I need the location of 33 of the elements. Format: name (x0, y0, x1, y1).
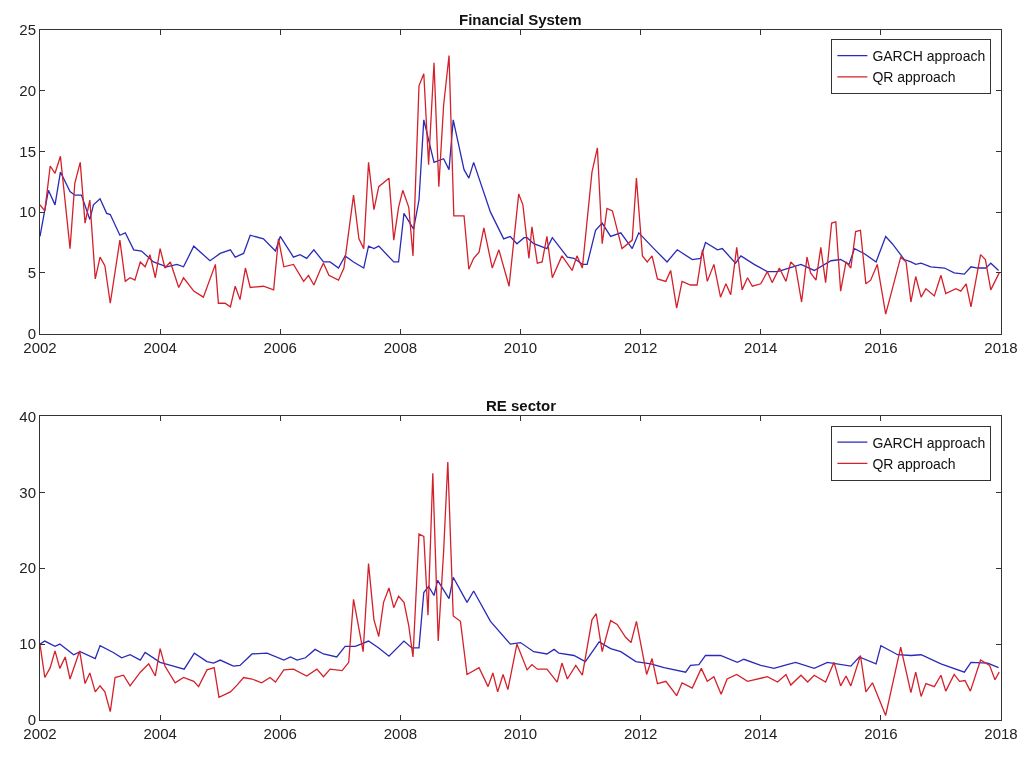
y-tick-label: 15 (19, 142, 36, 160)
x-tick-label: 2006 (263, 725, 297, 742)
y-tick-label: 40 (19, 407, 36, 425)
y-tick-label: 30 (19, 483, 36, 501)
legend-label: QR approach (872, 69, 956, 86)
x-tick-label: 2012 (623, 338, 658, 356)
legend-label: GARCH approach (872, 434, 986, 451)
x-tick-label: 2016 (864, 725, 898, 742)
legend-label: QR approach (872, 455, 956, 472)
x-tick-label: 2010 (503, 338, 538, 356)
x-tick-label: 2014 (744, 725, 778, 742)
line-series (40, 119, 1000, 275)
x-tick-label: 2006 (263, 338, 297, 356)
legend-label: GARCH approach (872, 48, 986, 65)
x-tick-label: 2014 (744, 338, 778, 356)
x-tick-label: 2004 (143, 338, 177, 356)
x-tick-label: 2004 (143, 725, 177, 742)
y-tick-label: 25 (19, 21, 36, 39)
x-tick-label: 2008 (383, 725, 418, 742)
x-tick-label: 2016 (864, 338, 898, 356)
x-tick-label: 2018 (984, 338, 1018, 356)
chart-title: Financial System (459, 11, 582, 28)
x-tick-label: 2010 (503, 725, 538, 742)
y-tick-label: 10 (19, 635, 36, 653)
x-tick-label: 2012 (623, 725, 658, 742)
y-tick-label: 20 (19, 81, 36, 99)
chart-title: RE sector (486, 397, 557, 414)
y-tick-label: 5 (27, 264, 36, 282)
line-series (40, 576, 1000, 673)
x-tick-label: 2018 (984, 725, 1018, 742)
x-tick-label: 2008 (383, 338, 418, 356)
y-tick-label: 20 (19, 559, 36, 577)
y-tick-label: 10 (19, 203, 36, 221)
